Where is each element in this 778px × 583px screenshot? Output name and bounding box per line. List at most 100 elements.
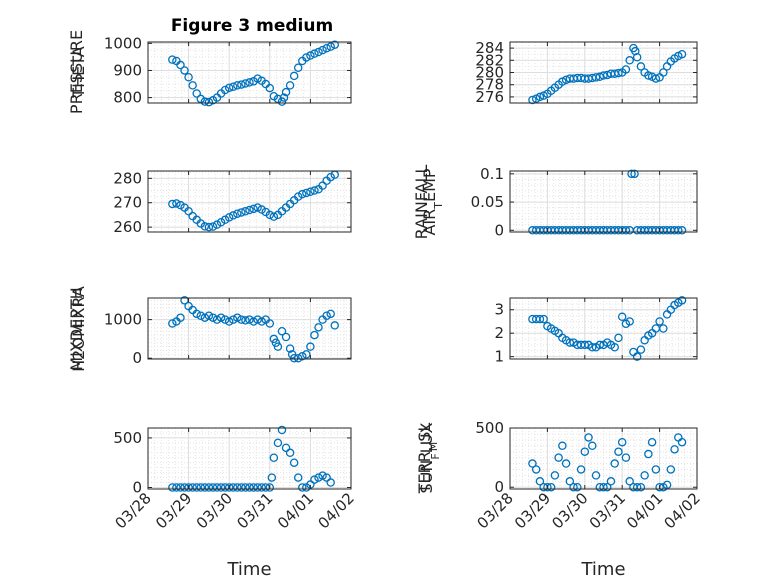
data-point — [220, 85, 230, 95]
data-point — [257, 317, 266, 326]
data-point — [265, 83, 275, 93]
data-point — [677, 437, 687, 447]
data-point — [204, 483, 214, 492]
data-point — [208, 222, 218, 231]
data-point — [289, 71, 299, 81]
data-point — [655, 482, 664, 492]
data-point — [610, 343, 619, 352]
data-point — [224, 83, 234, 93]
data-point — [588, 343, 597, 352]
data-point — [580, 340, 590, 350]
data-point — [233, 483, 242, 492]
data-point — [306, 187, 315, 196]
data-point — [640, 471, 649, 480]
figure-title: Figure 3 medium — [171, 16, 333, 36]
data-point — [233, 313, 242, 322]
data-point — [591, 471, 601, 480]
data-point — [277, 425, 287, 435]
data-point — [245, 78, 254, 87]
y-tick-label: 260 — [113, 218, 142, 236]
y-tick-label: 0 — [132, 479, 142, 497]
data-point — [293, 353, 303, 363]
axes-box — [509, 170, 698, 233]
data-point — [528, 459, 537, 468]
data-point — [659, 324, 668, 333]
y-axis-label: MIXDEPTH — [67, 287, 86, 370]
data-point — [168, 319, 177, 328]
data-point — [216, 313, 226, 322]
data-point — [310, 186, 319, 195]
data-point — [220, 315, 230, 324]
data-point — [281, 332, 291, 342]
data-point — [314, 47, 323, 57]
data-point — [614, 447, 623, 456]
y-tick-label: 1000 — [104, 311, 142, 329]
data-point — [229, 211, 238, 220]
data-point — [677, 226, 687, 235]
y-tick-label: 3 — [494, 301, 504, 319]
y-tick-label: 0 — [494, 221, 504, 239]
data-point — [265, 483, 275, 492]
data-point — [326, 478, 335, 487]
data-point — [330, 40, 340, 49]
data-point — [565, 338, 575, 347]
data-point — [233, 81, 242, 90]
data-point — [610, 459, 619, 468]
data-point — [636, 345, 646, 354]
data-point — [168, 55, 177, 64]
y-tick-label: 800 — [113, 89, 142, 107]
y-tick-label: 282 — [475, 51, 504, 69]
axes-box — [147, 427, 352, 490]
y-axis-label: TERRMSL — [415, 423, 440, 495]
data-point — [310, 475, 319, 484]
data-point — [535, 92, 545, 102]
data-point — [241, 316, 250, 325]
data-point — [224, 483, 234, 492]
data-point — [302, 350, 311, 359]
data-point — [273, 342, 283, 351]
data-point — [614, 68, 623, 78]
data-point — [293, 473, 303, 482]
data-point — [644, 449, 653, 459]
y-axis-label: THETA — [69, 46, 88, 98]
data-point — [647, 437, 657, 447]
y-tick-label: 270 — [113, 194, 142, 212]
data-point — [253, 315, 262, 324]
data-point — [310, 49, 319, 58]
data-point — [636, 482, 646, 492]
data-point — [168, 483, 177, 492]
data-point — [265, 210, 275, 220]
data-point — [651, 465, 661, 474]
subplot-4: 0 0.05 0.1 RAINFALL — [412, 165, 698, 239]
data-point — [535, 314, 545, 324]
data-point — [188, 81, 197, 90]
data-point — [281, 443, 291, 453]
data-point — [245, 205, 254, 215]
data-point — [249, 317, 258, 326]
data-point — [302, 53, 311, 62]
data-point — [208, 483, 218, 492]
data-point — [176, 483, 185, 492]
data-point — [277, 97, 287, 106]
data-point — [588, 441, 597, 451]
y-tick-label: 1000 — [104, 34, 142, 52]
y-tick-label: 284 — [475, 39, 504, 57]
data-point — [617, 437, 627, 447]
data-point — [245, 315, 254, 324]
data-point — [599, 482, 608, 492]
data-point — [249, 483, 258, 492]
data-point — [322, 43, 331, 53]
data-point — [599, 71, 608, 80]
y-tick-label: 500 — [113, 429, 142, 447]
data-point — [273, 438, 283, 448]
data-point — [180, 66, 189, 75]
data-point — [318, 45, 327, 55]
data-point — [666, 465, 676, 474]
axes-box — [509, 297, 698, 360]
data-point — [306, 51, 315, 60]
data-point — [539, 314, 548, 324]
data-point — [184, 72, 193, 82]
data-point — [249, 204, 258, 214]
axes-box — [147, 41, 352, 104]
data-point — [237, 315, 246, 324]
